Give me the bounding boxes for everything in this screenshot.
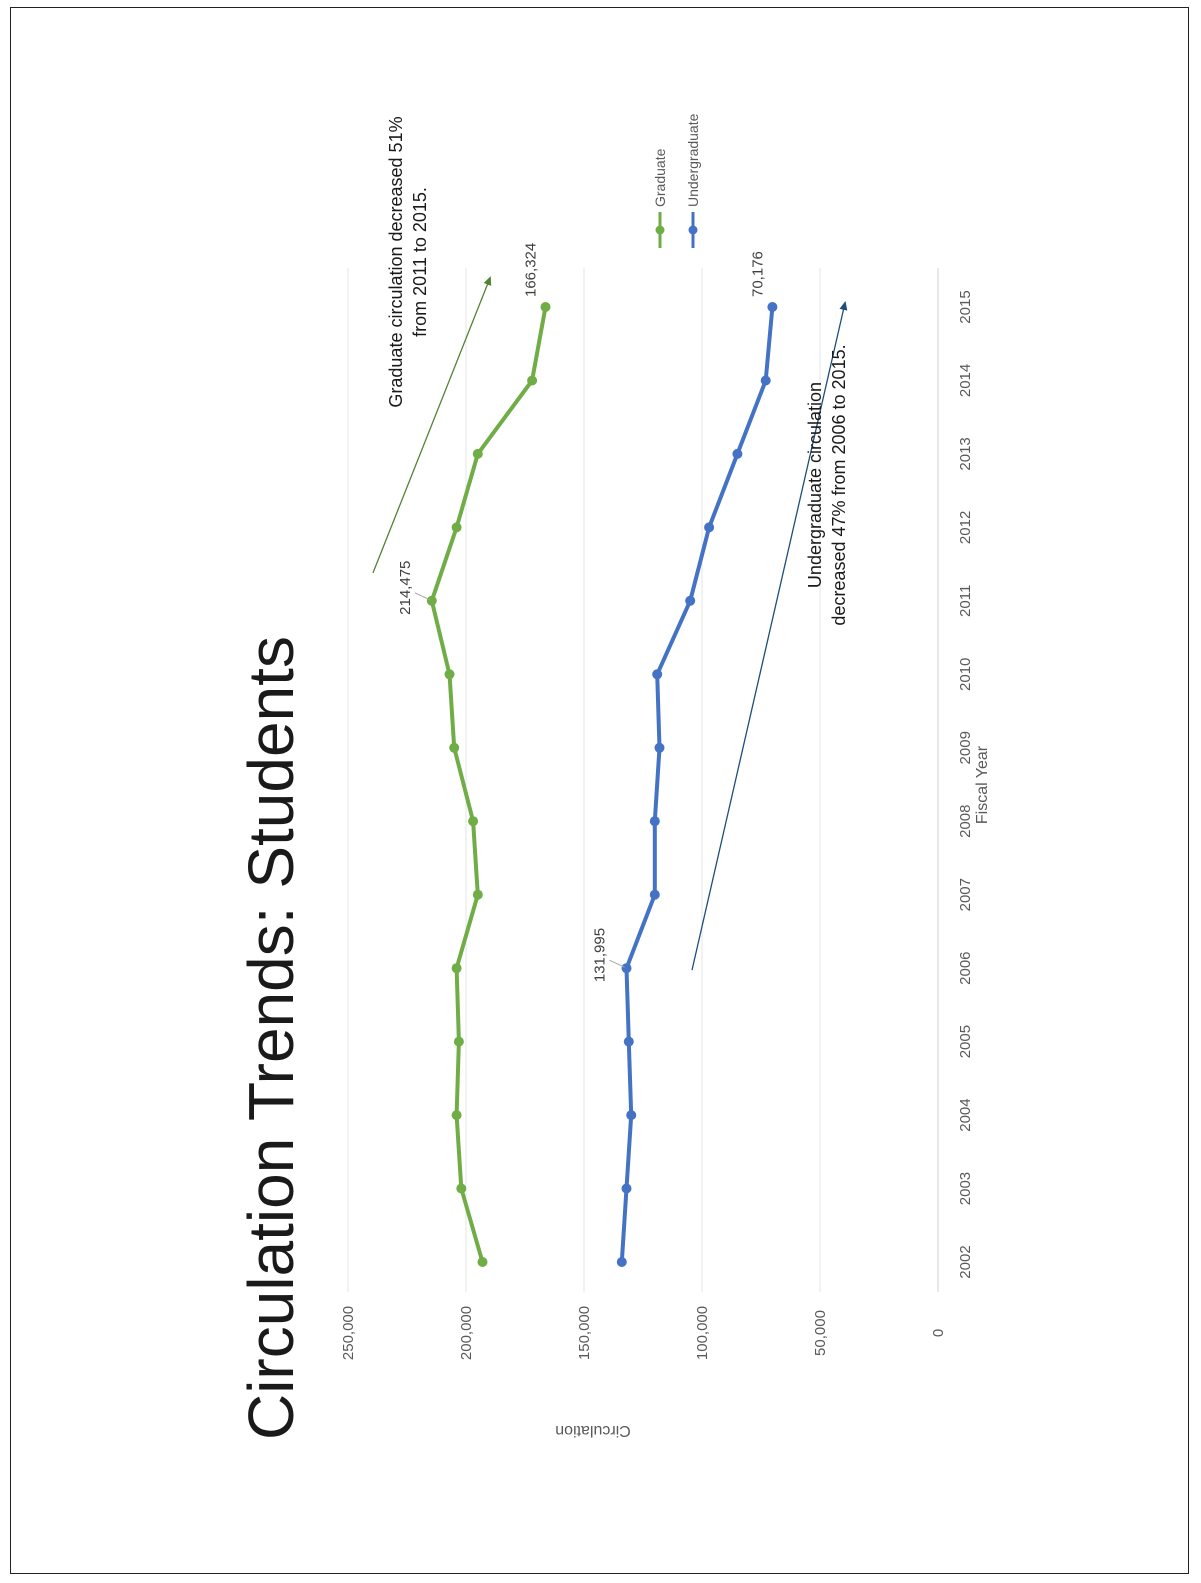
data-label: 214,475 (397, 561, 414, 615)
category-tick-label: 2007 (957, 878, 974, 911)
data-point-graduate (451, 963, 462, 974)
data-point-graduate (453, 1036, 464, 1047)
data-point-undergraduate (616, 1257, 627, 1267)
data-point-graduate (451, 1110, 462, 1121)
category-tick-label: 2009 (957, 731, 974, 764)
page-border (10, 7, 1189, 1574)
annotation-text: Undergraduate circulation decreased 47% f… (805, 344, 849, 625)
legend-label: Undergraduate (685, 113, 701, 207)
chart-title: Circulation Trends: Students (235, 636, 307, 1440)
category-tick-label: 2010 (957, 658, 974, 691)
data-label: 70,176 (749, 251, 766, 297)
category-tick-label: 2004 (957, 1098, 974, 1131)
category-tick-label: 2003 (957, 1172, 974, 1205)
series-line-graduate (429, 305, 548, 1264)
data-label-leader (609, 959, 625, 968)
data-point-graduate (472, 448, 483, 459)
data-point-graduate (426, 595, 437, 606)
data-label: 131,995 (591, 928, 608, 982)
category-tick-label: 2015 (957, 290, 974, 323)
category-tick-label: 2012 (957, 511, 974, 544)
category-tick-label: 2008 (957, 805, 974, 838)
legend: Graduate Undergraduate (652, 113, 701, 248)
data-point-undergraduate (685, 595, 696, 606)
data-point-graduate (472, 889, 483, 900)
y-axis-title: Circulation (555, 1422, 631, 1439)
data-point-undergraduate (652, 669, 663, 680)
category-tick-label: 2006 (957, 951, 974, 984)
data-point-undergraduate (767, 302, 778, 312)
annotation-text: Graduate circulation decreased 51% from 2… (386, 116, 430, 407)
data-point-graduate (456, 1183, 467, 1194)
data-point-graduate (477, 1257, 488, 1267)
graduate-trend-arrow (372, 276, 492, 574)
data-labels: 214,475 166,324 131,995 70,176 (397, 243, 767, 982)
data-point-graduate (451, 522, 462, 533)
value-tick-label: 50,000 (812, 1310, 829, 1356)
data-label: 166,324 (522, 243, 539, 297)
data-point-undergraduate (623, 1036, 634, 1047)
data-point-undergraduate (626, 1110, 637, 1121)
value-tick-label: 0 (930, 1329, 947, 1337)
data-point-undergraduate (732, 448, 743, 459)
tick-labels: 0 50,000 100,000 150,000 200,000 250,000 2002 2… (340, 290, 974, 1360)
legend-marker-undergraduate (688, 225, 698, 235)
category-tick-label: 2013 (957, 437, 974, 470)
category-tick-label: 2005 (957, 1025, 974, 1058)
data-point-undergraduate (649, 816, 660, 827)
annotations: Graduate circulation decreased 51% from 2… (372, 116, 849, 971)
value-tick-label: 100,000 (694, 1306, 711, 1360)
data-point-undergraduate (760, 375, 771, 386)
undergraduate-trend-arrow (691, 301, 848, 971)
data-point-undergraduate (704, 522, 715, 533)
gridlines (347, 268, 939, 1292)
data-point-graduate (449, 742, 460, 753)
data-point-graduate (444, 669, 455, 680)
value-tick-label: 250,000 (340, 1306, 357, 1360)
legend-label: Graduate (652, 148, 668, 207)
value-tick-label: 150,000 (576, 1306, 593, 1360)
data-point-graduate (540, 302, 551, 312)
x-axis-title: Fiscal Year (974, 745, 991, 824)
series-line-undergraduate (619, 305, 775, 1264)
data-point-graduate (527, 375, 538, 386)
data-point-graduate (468, 816, 479, 827)
category-tick-label: 2014 (957, 364, 974, 397)
category-tick-label: 2011 (957, 585, 974, 617)
data-label-leader (414, 592, 431, 601)
category-tick-label: 2002 (957, 1245, 974, 1278)
data-point-undergraduate (649, 889, 660, 900)
legend-marker-graduate (655, 225, 665, 235)
data-point-undergraduate (621, 1183, 632, 1194)
series (426, 302, 778, 1267)
value-tick-label: 200,000 (458, 1306, 475, 1360)
data-point-undergraduate (621, 963, 632, 974)
data-point-undergraduate (654, 742, 665, 753)
